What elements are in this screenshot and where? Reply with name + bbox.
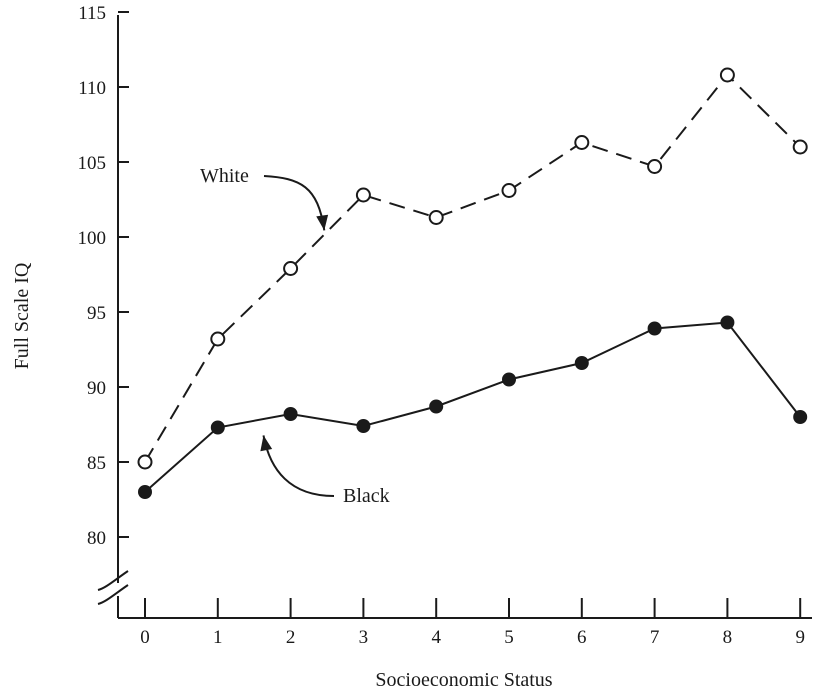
data-point-black (283, 407, 298, 421)
series-lines (144, 73, 801, 493)
x-tick-label: 2 (286, 627, 296, 648)
y-tick-label: 80 (87, 528, 106, 549)
chart-axes (97, 15, 812, 619)
data-point-white (210, 331, 226, 347)
x-tick-label: 3 (359, 627, 369, 648)
data-point-black (574, 356, 589, 370)
data-point-black (647, 321, 662, 336)
axis-break-mark-upper (97, 570, 129, 591)
series-markers (137, 67, 808, 499)
y-axis-title: Full Scale IQ (11, 262, 33, 369)
data-point-black (502, 372, 516, 387)
data-point-black (138, 485, 152, 499)
data-point-black (793, 410, 808, 424)
y-tick-label: 110 (78, 78, 106, 99)
x-tick-label: 5 (504, 627, 514, 648)
x-tick-label: 8 (723, 627, 733, 648)
data-point-black (720, 315, 735, 330)
data-point-black (356, 419, 371, 433)
annotation-label-black: Black (343, 485, 390, 507)
annotation-arrow-black (262, 435, 335, 497)
arrow-head-icon (260, 435, 273, 452)
axis-break-mark-lower (97, 584, 129, 605)
arrow-head-icon (316, 214, 329, 231)
series-line-black (144, 321, 801, 493)
y-tick-label: 100 (78, 228, 107, 249)
data-point-white (355, 187, 371, 203)
x-tick-label: 1 (213, 627, 223, 648)
chart-annotations: White Black (200, 165, 390, 507)
x-tick-label: 9 (795, 627, 805, 648)
data-point-white (137, 454, 153, 470)
y-tick-label: 115 (78, 3, 106, 24)
data-point-black (429, 399, 444, 414)
data-point-white (501, 183, 517, 198)
data-point-black (210, 420, 225, 435)
data-point-white (428, 210, 444, 225)
annotation-arrow-white (263, 175, 326, 231)
x-tick-label: 4 (431, 627, 441, 648)
y-tick-label: 90 (87, 378, 106, 399)
data-point-white (283, 261, 299, 276)
x-tick-label: 6 (577, 627, 587, 648)
y-tick-label: 95 (87, 303, 106, 324)
x-tick-label: 0 (140, 627, 150, 648)
y-tick-label: 105 (78, 153, 107, 174)
data-point-white (574, 135, 590, 150)
x-tick-label: 7 (650, 627, 660, 648)
series-line-white (144, 73, 801, 463)
data-point-white (647, 159, 663, 174)
y-tick-label: 85 (87, 453, 106, 474)
data-point-white (719, 67, 735, 83)
annotation-label-white: White (200, 165, 249, 187)
chart-ticks: 80 85 90 95 100 105 110 115 0 1 2 3 4 5 6 7 8 9 (78, 3, 805, 648)
x-axis-title: Socioeconomic Status (375, 669, 552, 691)
data-point-white (792, 139, 808, 155)
